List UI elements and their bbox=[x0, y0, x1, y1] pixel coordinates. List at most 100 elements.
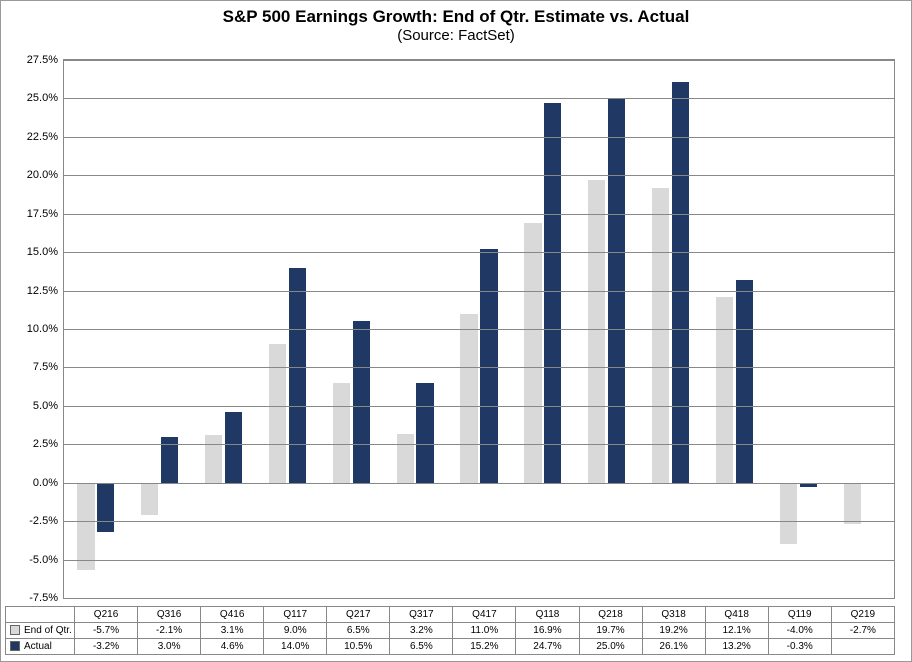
category-label: Q219 bbox=[831, 607, 894, 623]
category-label: Q318 bbox=[642, 607, 705, 623]
table-cell: 26.1% bbox=[642, 639, 705, 655]
y-axis-tick-label: -7.5% bbox=[16, 592, 58, 604]
table-corner-cell bbox=[6, 607, 75, 623]
gridline bbox=[64, 444, 894, 445]
table-cell: 4.6% bbox=[201, 639, 264, 655]
bar-estimate bbox=[269, 344, 286, 482]
bar-actual bbox=[416, 383, 433, 483]
gridline bbox=[64, 252, 894, 253]
table-cell: -3.2% bbox=[75, 639, 138, 655]
table-cell: 15.2% bbox=[453, 639, 516, 655]
gridline bbox=[64, 406, 894, 407]
table-cell: -2.7% bbox=[831, 623, 894, 639]
bar-actual bbox=[353, 321, 370, 482]
table-row: Actual-3.2%3.0%4.6%14.0%10.5%6.5%15.2%24… bbox=[6, 639, 895, 655]
bar-estimate bbox=[588, 180, 605, 483]
y-axis-tick-label: 27.5% bbox=[16, 54, 58, 66]
legend-actual: Actual bbox=[6, 639, 75, 655]
bar-estimate bbox=[77, 483, 94, 571]
y-axis-tick-label: 5.0% bbox=[16, 400, 58, 412]
category-label: Q316 bbox=[138, 607, 201, 623]
gridline bbox=[64, 598, 894, 599]
gridline bbox=[64, 214, 894, 215]
data-table: Q216Q316Q416Q117Q217Q317Q417Q118Q218Q318… bbox=[5, 606, 895, 655]
table-cell: 3.1% bbox=[201, 623, 264, 639]
table-cell: 13.2% bbox=[705, 639, 768, 655]
category-label: Q417 bbox=[453, 607, 516, 623]
bar-actual bbox=[97, 483, 114, 532]
bar-actual bbox=[736, 280, 753, 483]
table-cell bbox=[831, 639, 894, 655]
gridline bbox=[64, 137, 894, 138]
table-cell: 19.7% bbox=[579, 623, 642, 639]
table-cell: 24.7% bbox=[516, 639, 579, 655]
gridline bbox=[64, 175, 894, 176]
bar-estimate bbox=[844, 483, 861, 525]
gridline bbox=[64, 521, 894, 522]
table-cell: 16.9% bbox=[516, 623, 579, 639]
chart-subtitle: (Source: FactSet) bbox=[1, 27, 911, 48]
table-cell: 10.5% bbox=[327, 639, 390, 655]
table-cell: 11.0% bbox=[453, 623, 516, 639]
bar-estimate bbox=[780, 483, 797, 544]
table-cell: -4.0% bbox=[768, 623, 831, 639]
gridline bbox=[64, 367, 894, 368]
table-cell: -2.1% bbox=[138, 623, 201, 639]
table-cell: 6.5% bbox=[390, 639, 453, 655]
bar-estimate bbox=[460, 314, 477, 483]
y-axis-tick-label: 25.0% bbox=[16, 92, 58, 104]
plot-area: -7.5%-5.0%-2.5%0.0%2.5%5.0%7.5%10.0%12.5… bbox=[63, 59, 895, 599]
chart-frame: S&P 500 Earnings Growth: End of Qtr. Est… bbox=[0, 0, 912, 662]
gridline bbox=[64, 329, 894, 330]
table-cell: 12.1% bbox=[705, 623, 768, 639]
table-row: Q216Q316Q416Q117Q217Q317Q417Q118Q218Q318… bbox=[6, 607, 895, 623]
bar-actual bbox=[225, 412, 242, 483]
y-axis-tick-label: 0.0% bbox=[16, 477, 58, 489]
y-axis-tick-label: 12.5% bbox=[16, 285, 58, 297]
y-axis-tick-label: -2.5% bbox=[16, 515, 58, 527]
plot-area-wrap: -7.5%-5.0%-2.5%0.0%2.5%5.0%7.5%10.0%12.5… bbox=[63, 59, 895, 599]
bar-estimate bbox=[333, 383, 350, 483]
category-label: Q217 bbox=[327, 607, 390, 623]
bar-estimate bbox=[205, 435, 222, 483]
table-cell: -0.3% bbox=[768, 639, 831, 655]
chart-title: S&P 500 Earnings Growth: End of Qtr. Est… bbox=[1, 1, 911, 27]
legend-estimate: End of Qtr. bbox=[6, 623, 75, 639]
bar-actual bbox=[480, 249, 497, 483]
category-label: Q216 bbox=[75, 607, 138, 623]
y-axis-tick-label: 10.0% bbox=[16, 323, 58, 335]
table-cell: 9.0% bbox=[264, 623, 327, 639]
gridline bbox=[64, 98, 894, 99]
y-axis-tick-label: 15.0% bbox=[16, 246, 58, 258]
y-axis-tick-label: 17.5% bbox=[16, 208, 58, 220]
legend-swatch-actual-icon bbox=[10, 641, 20, 651]
category-label: Q317 bbox=[390, 607, 453, 623]
gridline bbox=[64, 291, 894, 292]
table-cell: 19.2% bbox=[642, 623, 705, 639]
bar-estimate bbox=[397, 434, 414, 483]
category-label: Q118 bbox=[516, 607, 579, 623]
bar-actual bbox=[289, 268, 306, 483]
category-label: Q416 bbox=[201, 607, 264, 623]
gridline bbox=[64, 483, 894, 484]
table-cell: 14.0% bbox=[264, 639, 327, 655]
table-cell: -5.7% bbox=[75, 623, 138, 639]
bar-estimate bbox=[652, 188, 669, 483]
y-axis-tick-label: 2.5% bbox=[16, 438, 58, 450]
category-label: Q119 bbox=[768, 607, 831, 623]
legend-swatch-estimate-icon bbox=[10, 625, 20, 635]
category-label: Q117 bbox=[264, 607, 327, 623]
gridline bbox=[64, 560, 894, 561]
bar-estimate bbox=[141, 483, 158, 515]
table-cell: 6.5% bbox=[327, 623, 390, 639]
table-row: End of Qtr.-5.7%-2.1%3.1%9.0%6.5%3.2%11.… bbox=[6, 623, 895, 639]
bar-estimate bbox=[716, 297, 733, 483]
bar-actual bbox=[544, 103, 561, 483]
y-axis-tick-label: 20.0% bbox=[16, 169, 58, 181]
y-axis-tick-label: 7.5% bbox=[16, 361, 58, 373]
y-axis-tick-label: -5.0% bbox=[16, 554, 58, 566]
bar-actual bbox=[672, 82, 689, 483]
category-label: Q218 bbox=[579, 607, 642, 623]
gridline bbox=[64, 60, 894, 61]
table-cell: 3.0% bbox=[138, 639, 201, 655]
